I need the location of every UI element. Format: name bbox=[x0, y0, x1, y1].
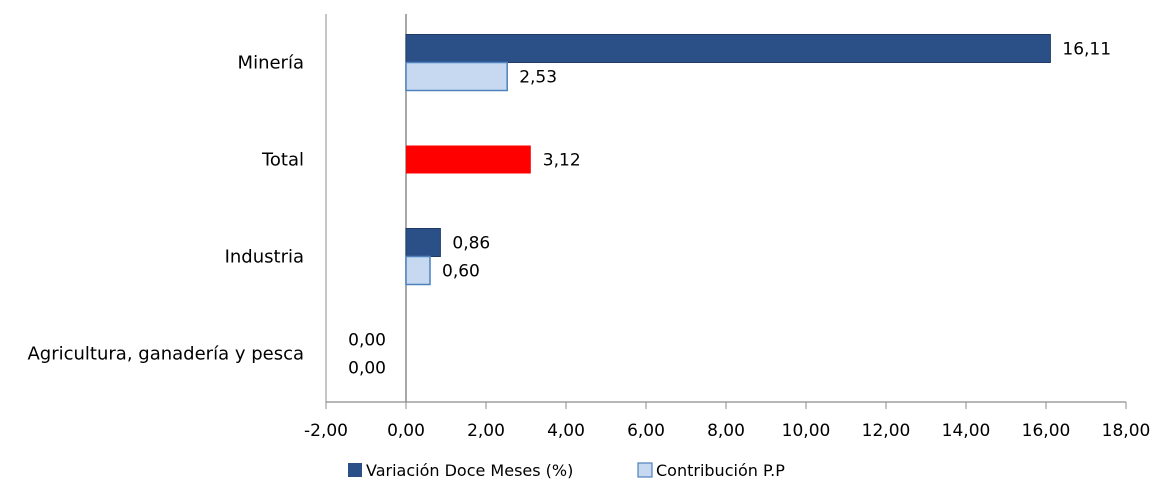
data-label-contribucion: 0,60 bbox=[442, 262, 480, 282]
data-label-contribucion: 0,00 bbox=[348, 359, 386, 379]
x-tick-label: 6,00 bbox=[627, 421, 665, 441]
bar-variacion bbox=[405, 228, 441, 257]
legend-swatch-variacion bbox=[348, 463, 362, 477]
data-label-contribucion: 2,53 bbox=[519, 68, 557, 88]
bar-contribucion bbox=[405, 61, 508, 92]
category-label: Total bbox=[261, 150, 304, 171]
x-tick-label: 10,00 bbox=[782, 421, 831, 441]
x-tick-label: 18,00 bbox=[1102, 421, 1151, 441]
x-tick-label: -2,00 bbox=[304, 421, 348, 441]
data-label-variacion: 0,00 bbox=[348, 331, 386, 351]
bar-variacion bbox=[405, 34, 1051, 63]
axes: -2,00 0,00 2,00 4,00 6,00 8,00 10,00 12,00 14,00… bbox=[27, 14, 1150, 441]
category-label: Minería bbox=[238, 53, 304, 74]
category-label: Industria bbox=[225, 247, 304, 268]
legend-label-contribucion: Contribución P.P bbox=[656, 461, 785, 480]
data-label-variacion: 16,11 bbox=[1062, 40, 1111, 60]
x-tick-label: 0,00 bbox=[387, 421, 425, 441]
x-tick-label: 8,00 bbox=[707, 421, 745, 441]
legend: Variación Doce Meses (%) Contribución P.P bbox=[348, 461, 785, 480]
legend-swatch-contribucion bbox=[637, 462, 653, 478]
x-tick-label: 2,00 bbox=[467, 421, 505, 441]
bars bbox=[405, 34, 1051, 286]
data-label-variacion: 0,86 bbox=[452, 234, 490, 254]
x-tick-label: 4,00 bbox=[547, 421, 585, 441]
legend-label-variacion: Variación Doce Meses (%) bbox=[366, 461, 573, 480]
category-label: Agricultura, ganadería y pesca bbox=[27, 344, 304, 365]
bar-total bbox=[406, 145, 531, 174]
data-labels: 16,11 2,53 3,12 0,86 0,60 0,00 0,00 bbox=[348, 40, 1111, 379]
x-tick-label: 14,00 bbox=[942, 421, 991, 441]
x-tick-label: 12,00 bbox=[862, 421, 911, 441]
x-tick-label: 16,00 bbox=[1022, 421, 1071, 441]
bar-contribucion bbox=[405, 255, 431, 286]
data-label-total: 3,12 bbox=[543, 151, 581, 171]
